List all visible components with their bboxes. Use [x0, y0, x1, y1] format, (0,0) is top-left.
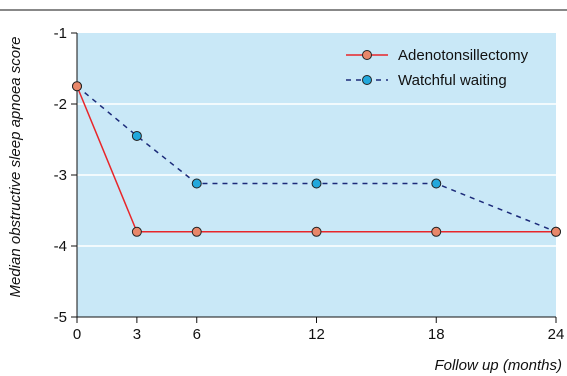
- data-point: [431, 178, 442, 189]
- y-axis-title: Median obstructive sleep apnoea score: [7, 37, 24, 298]
- y-tick-label: -1: [54, 25, 67, 42]
- data-point: [551, 226, 561, 237]
- gridlines: [77, 103, 556, 247]
- x-tick-label: 18: [428, 326, 445, 343]
- legend-label: Watchful waiting: [398, 72, 507, 89]
- legend: Adenotonsillectomy Watchful waiting: [346, 47, 529, 89]
- series-line: [76, 85, 557, 233]
- legend-item: Watchful waiting: [346, 72, 507, 89]
- series-layer: [72, 81, 561, 237]
- series-0: [72, 81, 561, 237]
- data-point: [131, 130, 142, 141]
- tick-labels: -1 -2 -3 -4 -5 0 3 6 12 18 24: [54, 25, 565, 343]
- legend-swatch-marker: [362, 50, 372, 60]
- y-tick-label: -2: [54, 96, 67, 113]
- legend-item: Adenotonsillectomy: [346, 47, 529, 64]
- data-point: [311, 226, 322, 237]
- data-point: [431, 226, 442, 237]
- data-point: [191, 226, 202, 237]
- series-line: [76, 85, 556, 233]
- y-tick-label: -3: [54, 167, 67, 184]
- x-tick-label: 3: [133, 326, 141, 343]
- x-tick-label: 0: [73, 326, 81, 343]
- data-point: [311, 178, 322, 189]
- y-tick-label: -4: [54, 238, 67, 255]
- legend-label: Adenotonsillectomy: [398, 47, 529, 64]
- data-point: [191, 178, 202, 189]
- x-tick-label: 6: [193, 326, 201, 343]
- x-tick-label: 24: [548, 326, 565, 343]
- x-axis-title: Follow up (months): [434, 357, 562, 374]
- data-point: [72, 81, 82, 92]
- legend-swatch-marker: [362, 75, 372, 85]
- data-point: [131, 226, 142, 237]
- x-tick-label: 12: [308, 326, 325, 343]
- axes: [71, 32, 557, 323]
- y-tick-label: -5: [54, 309, 67, 326]
